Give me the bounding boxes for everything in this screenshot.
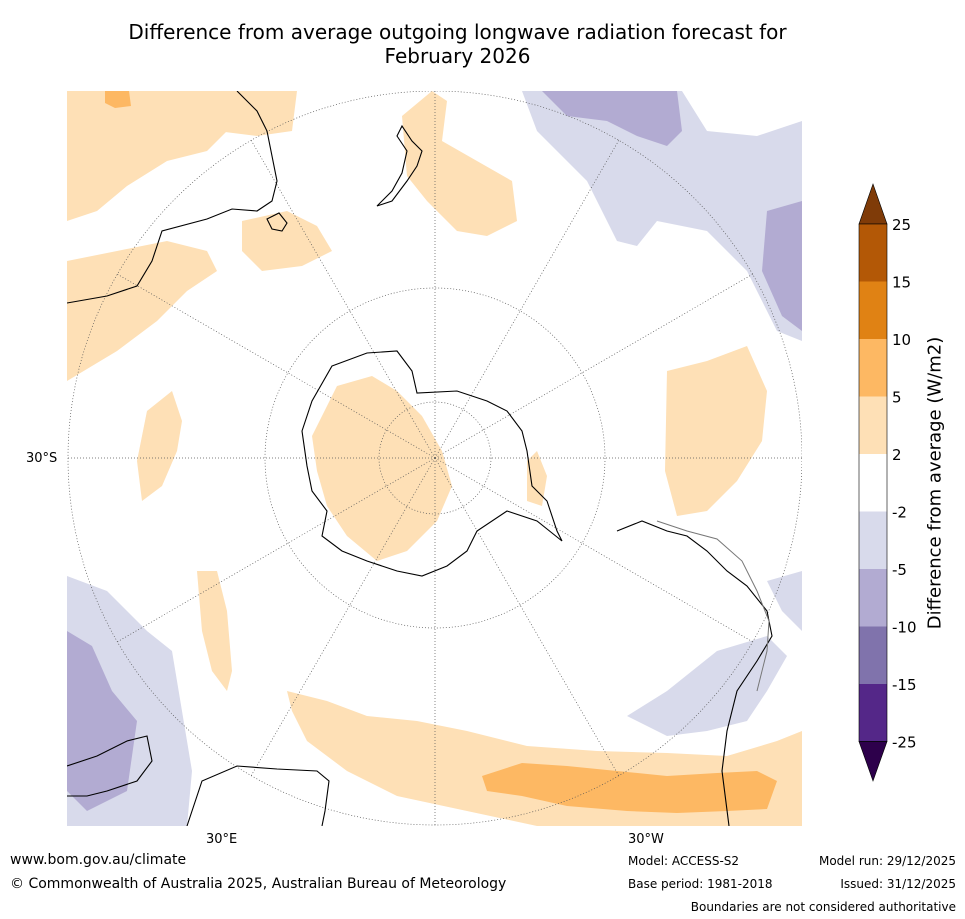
colorbar-bin-m5-m2 (859, 511, 887, 569)
colorbar-tick-10: 10 (892, 331, 911, 349)
anomaly-light-purple-east-coast (767, 571, 802, 631)
graticule (67, 91, 802, 826)
meridian-60e (116, 457, 436, 643)
colorbar-tick-5: 5 (892, 389, 902, 407)
colorbar-bin-m15-m10 (859, 626, 887, 684)
colorbar-bin-5-10 (859, 339, 887, 397)
anomaly-mid-purple-northeast (542, 91, 682, 146)
anomaly-mid-purple-southwest (67, 631, 137, 811)
footer-model-run: Model run: 29/12/2025 (818, 854, 956, 868)
meridian-60w (434, 457, 754, 643)
coastline-new-zealand (376, 124, 423, 207)
meridian-120e (116, 273, 436, 459)
anomaly-light-orange-new-zealand-region (402, 91, 517, 236)
colorbar-bin-10-15 (859, 281, 887, 339)
colorbar-frame (858, 223, 888, 742)
borders (656, 520, 770, 692)
footer-base-period: Base period: 1981-2018 (628, 877, 773, 891)
anomaly-light-orange-northwest (67, 241, 217, 381)
latitude-circle-inner (378, 401, 492, 515)
meridian-120w (434, 273, 754, 459)
colorbar-bin-2-5 (859, 396, 887, 454)
footer-copyright: © Commonwealth of Australia 2025, Austra… (10, 876, 507, 892)
colorbar-bin-15-25 (859, 224, 887, 282)
anomaly-mid-purple-east (762, 201, 802, 331)
anomaly-light-purple-northeast (522, 91, 802, 341)
footer-model: Model: ACCESS-S2 (628, 854, 740, 868)
anomaly-light-orange-north-center (197, 91, 297, 136)
anomaly-orange-north-spot (105, 91, 131, 108)
longitude-label-30w: 30°W (628, 832, 664, 847)
coastline-antarctica (301, 350, 563, 577)
latitude-circle-middle (264, 287, 606, 629)
coastline-australia (67, 91, 278, 304)
chart-title: Difference from average outgoing longwav… (60, 20, 855, 68)
anomaly-light-orange-north-continent (67, 91, 227, 221)
colorbar-tick-m15: -15 (892, 676, 917, 694)
footer-disclaimer: Boundaries are not considered authoritat… (690, 900, 956, 914)
coastline-africa-south (186, 765, 330, 826)
colorbar-tick-25: 25 (892, 216, 911, 234)
colorbar-bin-m10-m5 (859, 569, 887, 627)
anomaly-orange-south-band (482, 763, 777, 813)
meridian-150w (434, 139, 620, 459)
colorbar-extend-high (858, 183, 888, 225)
map-panel (67, 91, 802, 826)
title-line-1: Difference from average outgoing longwav… (128, 20, 787, 44)
meridian-30w (434, 457, 620, 777)
longitude-label-30e: 30°E (206, 832, 238, 847)
anomaly-light-orange-south-strip (197, 571, 232, 691)
colorbar-bin-neutral (859, 454, 887, 512)
meridian-30e (250, 457, 436, 777)
colorbar-tick-m10: -10 (892, 619, 917, 637)
footer-issued: Issued: 31/12/2025 (840, 877, 956, 891)
colorbar-extend-low (858, 741, 888, 782)
anomaly-light-orange-west-patch (137, 391, 182, 501)
colorbar: 25 15 10 5 2 -2 -5 -10 -15 -25 (858, 183, 917, 782)
colorbar-tick-15: 15 (892, 274, 911, 292)
colorbar-label-text: Difference from average (W/m2) (924, 336, 946, 630)
colorbar-tick-2: 2 (892, 446, 902, 464)
colorbar-tick-m5: -5 (892, 561, 907, 579)
colorbar-tick-m25: -25 (892, 734, 917, 752)
anomaly-light-orange-australia-south (242, 211, 332, 271)
title-line-2: February 2026 (384, 44, 531, 68)
colorbar-bin-m25-m15 (859, 684, 887, 742)
coastlines (67, 91, 773, 826)
anomaly-light-orange-east-patch (665, 346, 767, 516)
anomaly-light-orange-peninsula (527, 451, 547, 506)
colorbar-tick-m2: -2 (892, 504, 907, 522)
coastline-africa (67, 735, 153, 797)
colorbar-ticks: 25 15 10 5 2 -2 -5 -10 -15 -25 (892, 216, 917, 752)
map-svg (67, 91, 802, 826)
meridian-150e (250, 139, 436, 459)
anomaly-light-purple-southeast (627, 636, 787, 736)
footer-website[interactable]: www.bom.gov.au/climate (10, 852, 187, 868)
coastline-tasmania (266, 212, 288, 232)
coastline-south-america (616, 520, 773, 826)
anomaly-light-orange-antarctica (312, 376, 452, 561)
latitude-label-30s: 30°S (26, 451, 58, 466)
border-south-america (656, 520, 770, 692)
